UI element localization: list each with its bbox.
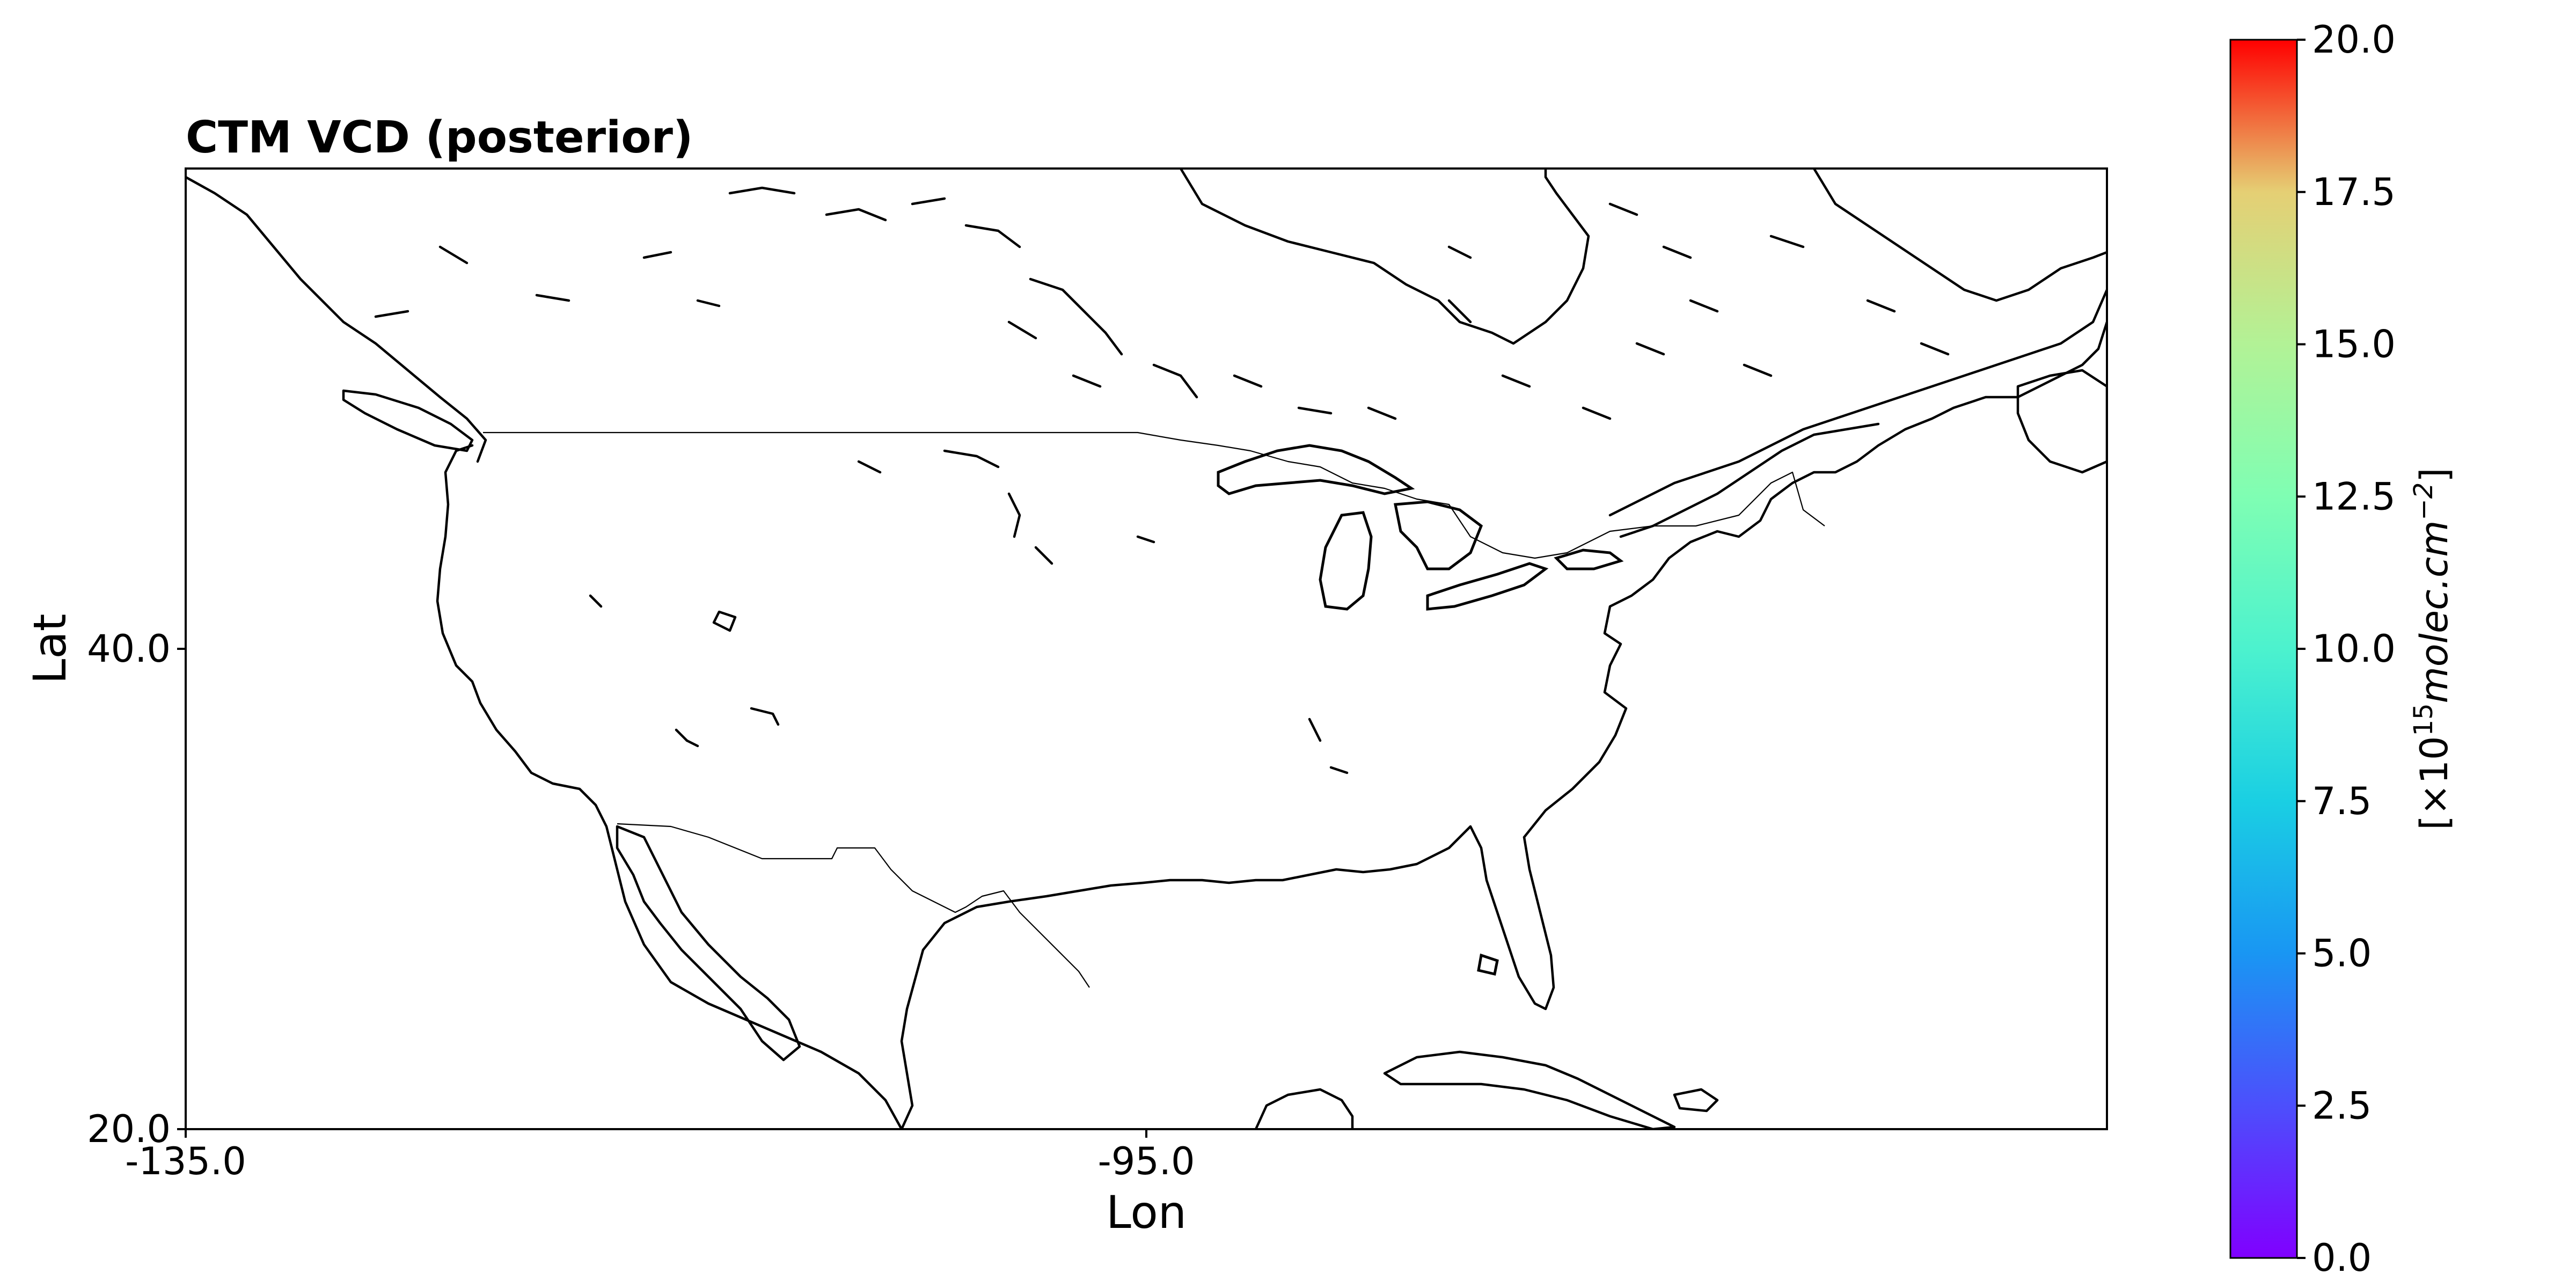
us-mexico-border — [617, 823, 1090, 988]
hispaniola — [1673, 1088, 1719, 1113]
us-canada-border — [483, 431, 1825, 559]
map-geography — [186, 169, 2107, 1129]
colorbar-label-unit: molec.cm — [2412, 521, 2456, 704]
x-tick-label-0: -135.0 — [125, 1139, 246, 1183]
pacific-northwest-coastline — [186, 175, 487, 463]
y-tick-label-1: 40.0 — [87, 627, 171, 671]
yucatan — [1254, 1088, 1354, 1129]
colorbar-tick-label-2: 5.0 — [2312, 932, 2372, 976]
colorbar-label-exp: 15 — [2409, 703, 2439, 736]
colorbar-tick-label-8: 20.0 — [2312, 18, 2396, 62]
x-tick-label-1: -95.0 — [1097, 1139, 1195, 1183]
colorbar-tick-label-6: 15.0 — [2312, 323, 2396, 367]
colorbar-label-suffix: ] — [2412, 467, 2456, 482]
newfoundland — [2016, 369, 2107, 474]
gulf-of-st-lawrence — [1608, 288, 2107, 517]
cuba — [1383, 1050, 1676, 1129]
vancouver-island — [342, 389, 474, 452]
us-west-coastline — [436, 444, 903, 1129]
lake-superior — [1217, 444, 1415, 495]
colorbar-label-unit-exp: −2 — [2409, 482, 2439, 521]
lake-okeechobee — [1477, 953, 1499, 976]
colorbar-tick-label-1: 2.5 — [2312, 1084, 2372, 1128]
map-frame — [185, 167, 2108, 1130]
lake-huron — [1393, 500, 1483, 570]
colorbar-tick-label-4: 10.0 — [2312, 627, 2396, 671]
us-lakes — [589, 449, 1349, 774]
colorbar-tick-label-5: 12.5 — [2312, 474, 2396, 518]
y-tick-label-0: 20.0 — [87, 1107, 171, 1151]
lake-ontario — [1554, 548, 1624, 570]
interior-lakes — [374, 186, 1950, 420]
y-axis-label: Lat — [24, 613, 76, 684]
lake-michigan — [1319, 511, 1373, 611]
atlantic-coastline — [1523, 320, 2107, 839]
ungava-coast — [1812, 169, 2107, 302]
colorbar-ticks: 0.0 2.5 5.0 7.5 10.0 12.5 15.0 17.5 20.0 — [2297, 18, 2396, 1280]
colorbar-label-prefix: [×10 — [2412, 736, 2456, 830]
colorbar — [2229, 39, 2298, 1259]
gulf-coastline — [900, 825, 1555, 1129]
colorbar-tick-label-0: 0.0 — [2312, 1236, 2372, 1280]
baja-california — [616, 825, 801, 1062]
st-lawrence-river — [1619, 422, 1880, 538]
colorbar-label: [×1015molec.cm−2] — [2409, 467, 2456, 830]
colorbar-tick-label-3: 7.5 — [2312, 779, 2372, 823]
lake-erie — [1426, 562, 1549, 611]
x-axis-label: Lon — [1106, 1186, 1187, 1239]
colorbar-tick-label-7: 17.5 — [2312, 170, 2396, 214]
plot-title: CTM VCD (posterior) — [186, 112, 693, 163]
hudson-bay-shore — [1179, 169, 1590, 345]
